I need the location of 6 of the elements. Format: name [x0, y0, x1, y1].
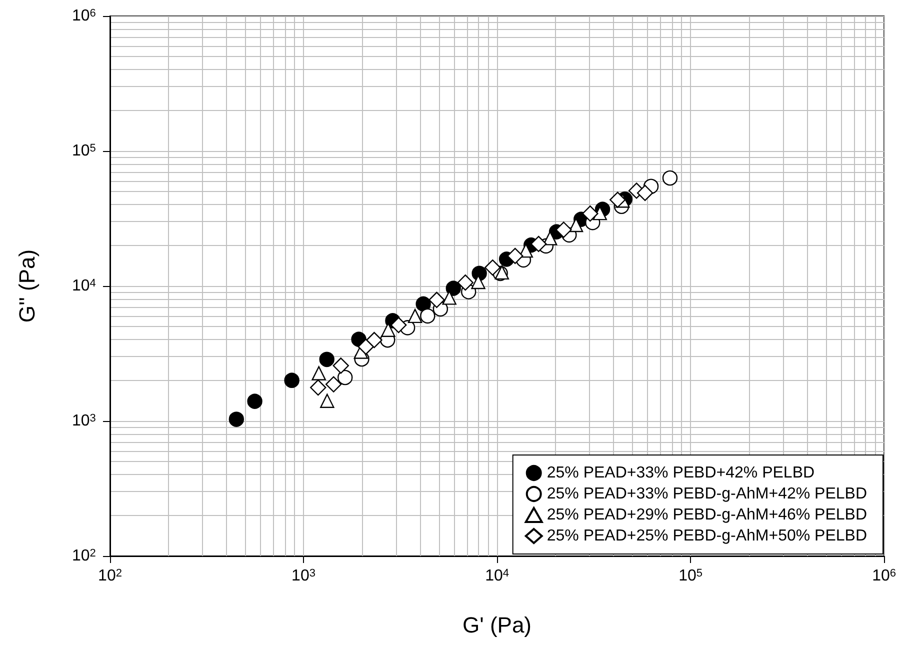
legend-label: 25% PEAD+33% PEBD+42% PELBD	[546, 464, 815, 482]
y-axis-title: G'' (Pa)	[14, 249, 40, 323]
x-axis-title: G' (Pa)	[462, 612, 532, 638]
legend-label: 25% PEAD+29% PEBD-g-AhM+46% PELBD	[546, 506, 867, 524]
legend-label: 25% PEAD+25% PEBD-g-AhM+50% PELBD	[546, 528, 867, 544]
legend-label: 25% PEAD+33% PEBD-g-AhM+42% PELBD	[546, 486, 867, 502]
